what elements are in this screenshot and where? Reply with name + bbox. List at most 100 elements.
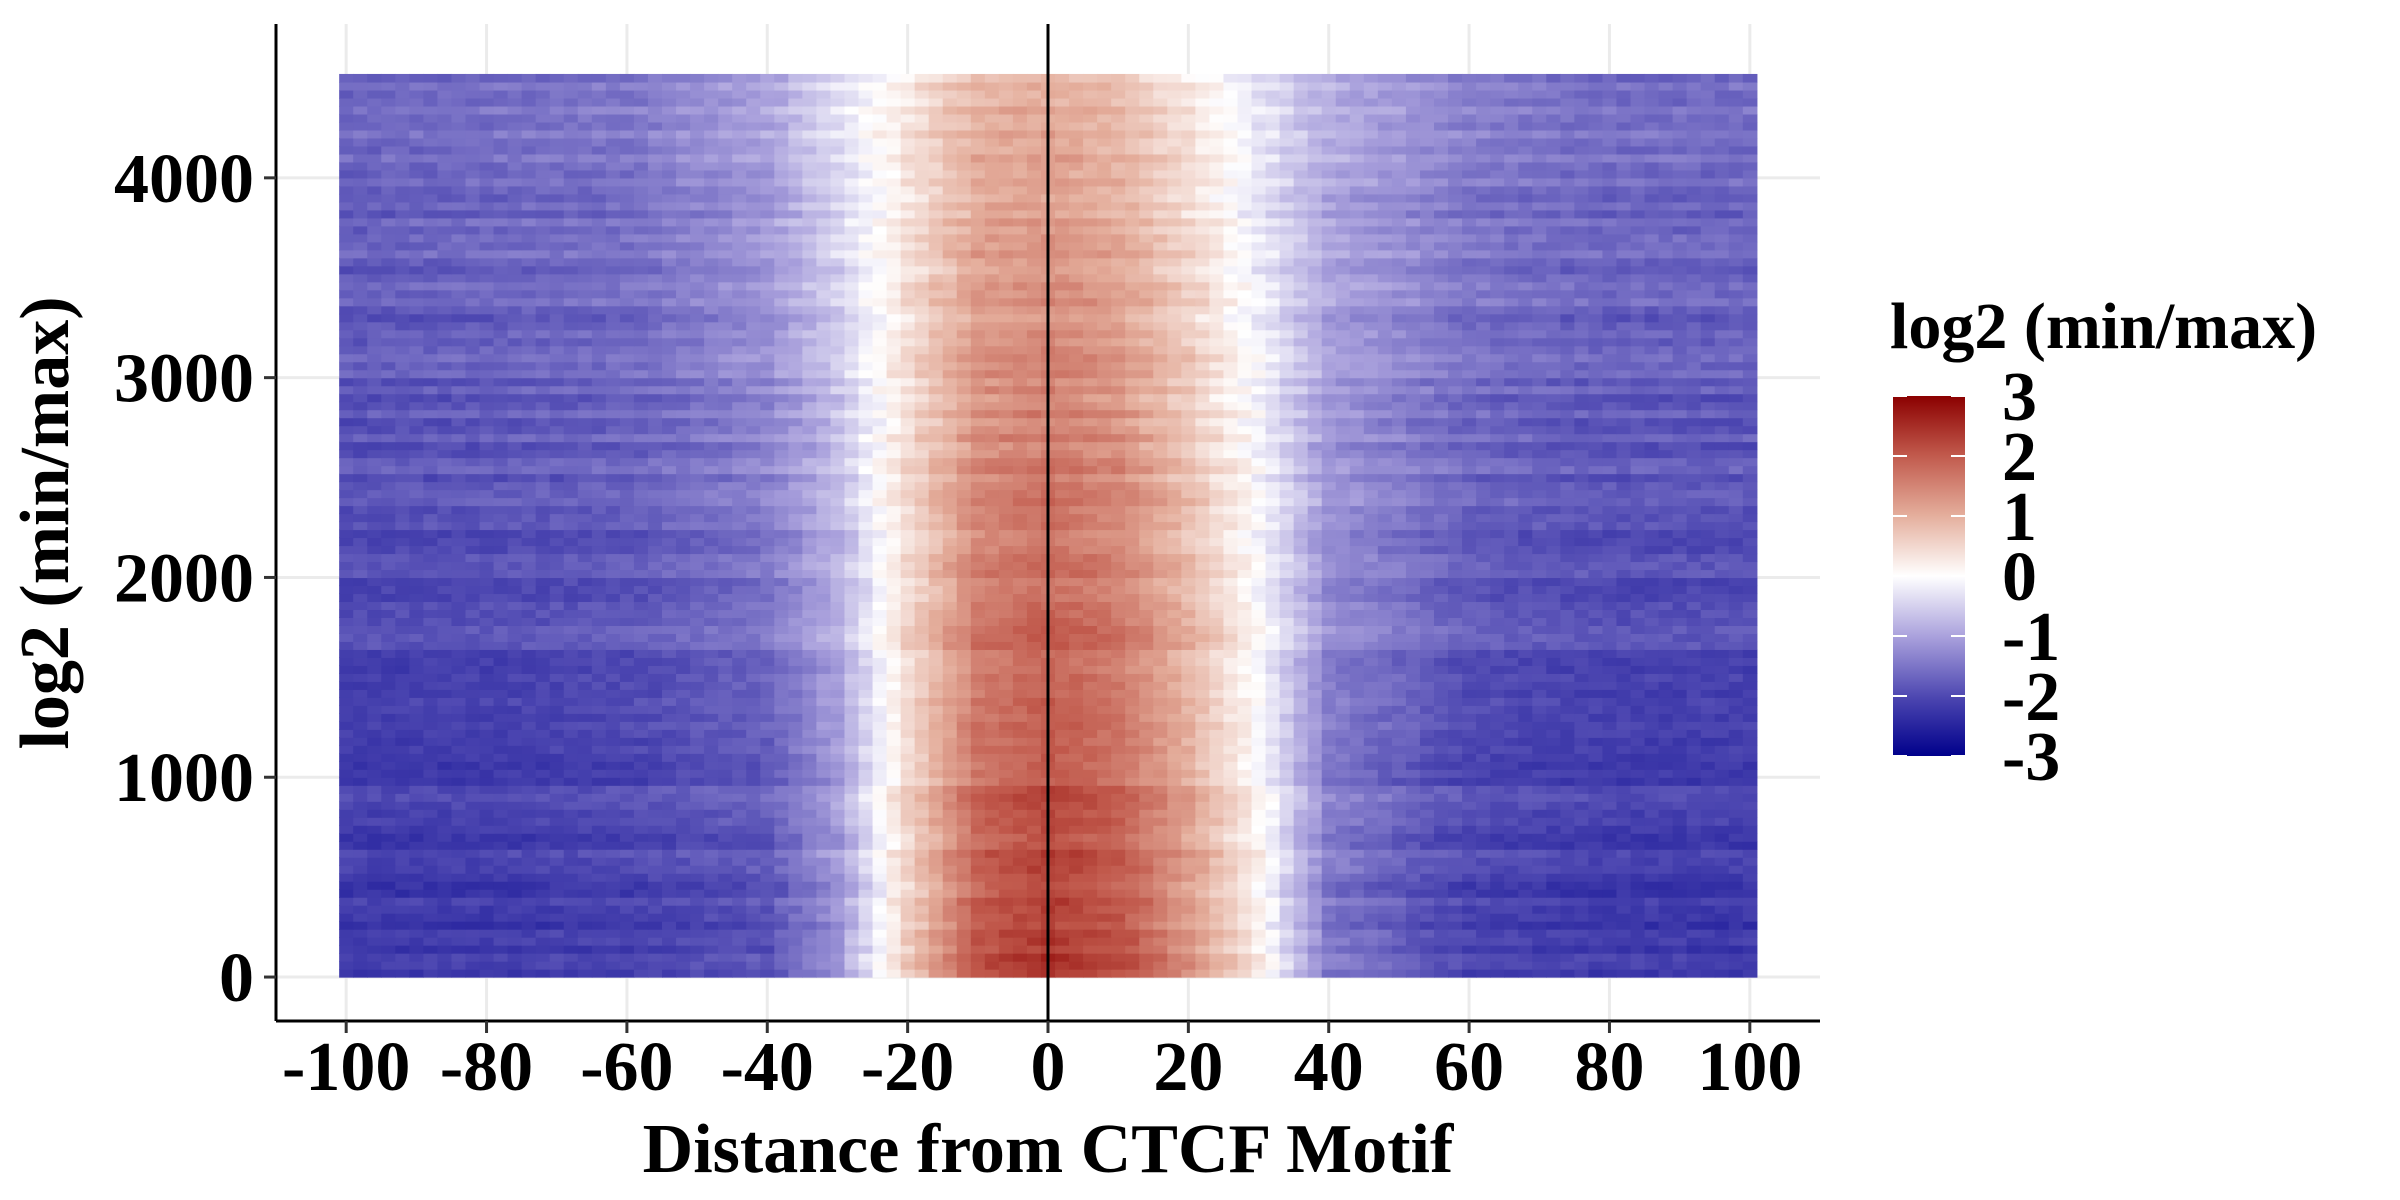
heatmap-cell <box>1153 825 1168 834</box>
heatmap-cell <box>423 641 439 650</box>
heatmap-cell <box>1490 889 1505 898</box>
heatmap-cell <box>928 721 944 730</box>
heatmap-cell <box>788 921 803 930</box>
heatmap-cell <box>1462 761 1477 770</box>
heatmap-cell <box>1574 593 1589 603</box>
heatmap-cell <box>1714 601 1730 611</box>
heatmap-cell <box>1448 793 1463 802</box>
heatmap-cell <box>577 905 593 914</box>
heatmap-cell <box>1405 585 1421 595</box>
heatmap-cell <box>451 913 467 922</box>
heatmap-cell <box>872 929 888 938</box>
heatmap-cell <box>1518 769 1533 778</box>
heatmap-cell <box>788 913 803 922</box>
heatmap-cell <box>1405 961 1421 970</box>
heatmap-cell <box>1546 769 1561 778</box>
heatmap-cell <box>1434 649 1449 658</box>
heatmap-cell <box>1111 729 1126 738</box>
heatmap-cell <box>423 897 439 906</box>
heatmap-cell <box>493 833 509 842</box>
heatmap-cell <box>690 961 705 970</box>
heatmap-cell <box>605 713 621 722</box>
heatmap-cell <box>1391 921 1407 930</box>
heatmap-cell <box>521 769 537 778</box>
heatmap-cell <box>1153 697 1168 706</box>
heatmap-cell <box>942 793 958 802</box>
heatmap-cell <box>1097 913 1112 922</box>
heatmap-cell <box>1588 841 1604 850</box>
heatmap-cell <box>718 665 733 674</box>
heatmap-cell <box>1167 697 1182 706</box>
heatmap-cell <box>563 665 579 674</box>
heatmap-cell <box>1391 761 1407 770</box>
heatmap-cell <box>1574 817 1589 826</box>
heatmap-cell <box>1181 761 1196 770</box>
heatmap-cell <box>563 913 579 922</box>
heatmap-cell <box>1307 969 1323 978</box>
heatmap-cell <box>1321 905 1337 914</box>
heatmap-cell <box>1504 817 1519 826</box>
heatmap-cell <box>1419 601 1435 611</box>
heatmap-cell <box>1251 713 1267 722</box>
heatmap-cell <box>858 753 874 762</box>
heatmap-cell <box>1125 793 1140 802</box>
heatmap-cell <box>732 937 747 946</box>
heatmap-cell <box>760 969 775 978</box>
heatmap-cell <box>718 729 733 738</box>
heatmap-cell <box>1588 641 1604 650</box>
heatmap-cell <box>1728 673 1744 682</box>
heatmap-cell <box>1714 873 1730 882</box>
heatmap-cell <box>423 969 439 978</box>
heatmap-cell <box>1349 881 1365 890</box>
heatmap-cell <box>479 665 495 674</box>
heatmap-cell <box>1083 961 1098 970</box>
heatmap-cell <box>1728 681 1744 690</box>
heatmap-cell <box>1153 705 1168 714</box>
heatmap-cell <box>1574 793 1589 802</box>
heatmap-cell <box>1111 633 1126 642</box>
heatmap-cell <box>1588 809 1604 818</box>
heatmap-cell <box>1658 921 1674 930</box>
heatmap-cell <box>535 889 551 898</box>
heatmap-cell <box>619 929 635 938</box>
heatmap-cell <box>577 801 593 810</box>
heatmap-cell <box>662 705 677 714</box>
heatmap-cell <box>1279 929 1295 938</box>
heatmap-cell <box>1672 865 1688 874</box>
heatmap-cell <box>732 817 747 826</box>
heatmap-cell <box>1532 953 1547 962</box>
heatmap-cell <box>339 769 354 778</box>
heatmap-cell <box>591 777 607 786</box>
heatmap-cell <box>1728 745 1744 754</box>
heatmap-cell <box>1504 681 1519 690</box>
heatmap-cell <box>367 793 382 802</box>
heatmap-cell <box>746 841 761 850</box>
heatmap-cell <box>353 841 368 850</box>
heatmap-cell <box>1602 617 1618 626</box>
heatmap-cell <box>1083 705 1098 714</box>
heatmap-cell <box>1125 753 1140 762</box>
heatmap-cell <box>1672 697 1688 706</box>
heatmap-cell <box>1560 633 1575 642</box>
heatmap-cell <box>1462 625 1477 634</box>
heatmap-cell <box>872 593 888 603</box>
heatmap-cell <box>1153 609 1168 618</box>
heatmap-cell <box>1377 681 1393 690</box>
heatmap-cell <box>1532 905 1547 914</box>
heatmap-cell <box>1518 857 1533 866</box>
heatmap-cell <box>1560 801 1575 810</box>
heatmap-cell <box>732 777 747 786</box>
heatmap-cell <box>1251 865 1267 874</box>
heatmap-cell <box>900 857 916 866</box>
heatmap-cell <box>1672 601 1688 611</box>
heatmap-cell <box>605 705 621 714</box>
heatmap-cell <box>479 841 495 850</box>
heatmap-cell <box>381 817 396 826</box>
heatmap-cell <box>1504 657 1519 666</box>
heatmap-cell <box>1658 697 1674 706</box>
heatmap-cell <box>1672 913 1688 922</box>
heatmap-cell <box>956 897 972 906</box>
heatmap-cell <box>647 825 663 834</box>
heatmap-cell <box>633 849 649 858</box>
heatmap-cell <box>1251 953 1267 962</box>
